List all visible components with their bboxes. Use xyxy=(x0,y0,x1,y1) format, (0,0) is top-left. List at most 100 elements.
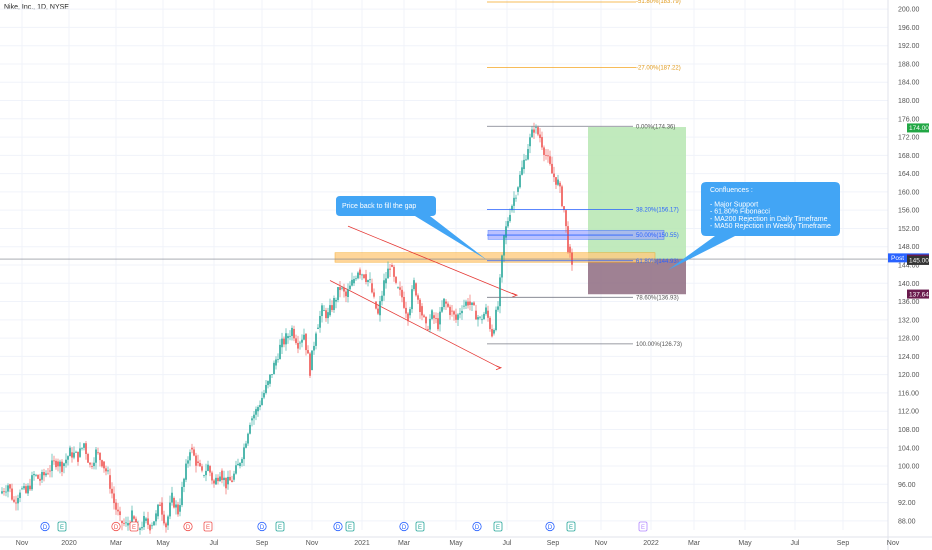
candle-body xyxy=(17,497,19,504)
price-tag-label: 145.00 xyxy=(909,258,929,265)
candle-body xyxy=(59,461,61,467)
price-tag-label: 174.00 xyxy=(909,125,929,132)
candle-body xyxy=(83,443,85,448)
candle-body xyxy=(351,279,353,286)
candle-body xyxy=(283,338,285,345)
candle-body xyxy=(163,514,165,524)
y-tick-label: 104.00 xyxy=(898,445,920,452)
candle-body xyxy=(423,315,425,317)
candle-body xyxy=(247,433,249,444)
candle-body xyxy=(265,385,267,393)
price-tag: 137.64 xyxy=(907,289,929,299)
candle-body xyxy=(13,499,15,502)
candle-body xyxy=(127,523,129,526)
event-marker-e: E xyxy=(203,521,213,532)
candle-body xyxy=(161,502,163,515)
y-tick-label: 196.00 xyxy=(898,25,920,32)
x-tick-label: Sep xyxy=(547,540,560,547)
candle-body xyxy=(313,345,315,351)
candle-body xyxy=(251,418,253,421)
candle-body xyxy=(87,454,89,463)
candle-body xyxy=(291,327,293,336)
candle-body xyxy=(407,313,409,322)
candle-body xyxy=(177,504,179,515)
candle-body xyxy=(371,283,373,293)
candle-body xyxy=(117,509,119,512)
candle-body xyxy=(533,129,535,133)
candle-body xyxy=(555,177,557,185)
fib-levels: -51.80%(183.79) -27.00%(187.22) 0.00%(174.… xyxy=(487,0,682,348)
candle-body xyxy=(517,187,519,192)
candle-body xyxy=(237,463,239,466)
candle-body xyxy=(15,502,17,504)
candle-body xyxy=(525,159,527,161)
candle-body xyxy=(257,407,259,412)
candle-body xyxy=(345,291,347,297)
event-marker-label: D xyxy=(548,525,553,531)
candle-body xyxy=(543,147,545,155)
candle-body xyxy=(61,461,63,472)
candle-body xyxy=(323,310,325,312)
x-tick-label: Jul xyxy=(503,540,512,547)
candle-body xyxy=(225,477,227,489)
stop-zone xyxy=(588,259,686,295)
candle-body xyxy=(379,301,381,316)
event-marker-e: E xyxy=(275,521,285,532)
y-tick-label: 156.00 xyxy=(898,208,920,215)
candle-body xyxy=(145,518,147,521)
candle-body xyxy=(213,480,215,484)
y-tick-label: 108.00 xyxy=(898,427,920,434)
candle-body xyxy=(215,477,217,485)
event-marker-label: E xyxy=(496,525,500,531)
candle-body xyxy=(147,518,149,525)
candle-body xyxy=(301,339,303,343)
candle-body xyxy=(411,289,413,310)
candle-body xyxy=(553,173,555,178)
x-tick-label: May xyxy=(449,540,463,547)
price-tag-label: 137.64 xyxy=(909,291,929,298)
candle-body xyxy=(115,502,117,510)
candle-body xyxy=(229,476,231,481)
candle-body xyxy=(7,485,9,492)
channel-arrow xyxy=(511,292,519,298)
candle-body xyxy=(3,491,5,493)
candle-body xyxy=(239,462,241,467)
candle-body xyxy=(319,316,321,328)
candle-body xyxy=(445,301,447,304)
price-tag-bg xyxy=(907,255,929,265)
candle-body xyxy=(503,235,505,256)
candle-body xyxy=(515,197,517,199)
candle-body xyxy=(253,414,255,419)
candle-body xyxy=(53,460,55,462)
candle-body xyxy=(397,287,399,289)
candle-body xyxy=(139,528,141,530)
candle-body xyxy=(269,374,271,384)
candle-body xyxy=(359,269,361,276)
candle-body xyxy=(393,266,395,277)
candle-body xyxy=(41,472,43,480)
candle-body xyxy=(479,316,481,318)
event-marker-frame xyxy=(472,521,482,532)
candle-body xyxy=(175,504,177,508)
candle-body xyxy=(181,486,183,506)
candle-body xyxy=(481,319,483,321)
candle-body xyxy=(531,129,533,138)
event-marker-label: D xyxy=(475,525,480,531)
y-tick-label: 168.00 xyxy=(898,153,920,160)
candle-body xyxy=(455,314,457,320)
candle-body xyxy=(289,335,291,337)
event-marker-e: E xyxy=(345,521,355,532)
candle-body xyxy=(165,523,167,528)
event-marker-label: E xyxy=(569,525,573,531)
event-marker-frame xyxy=(111,521,121,532)
candle-body xyxy=(25,486,27,493)
candle-body xyxy=(421,306,423,316)
x-tick-label: Nov xyxy=(306,540,319,547)
candle-body xyxy=(27,485,29,494)
gap-callout-bubble xyxy=(336,196,487,260)
candle-body xyxy=(369,279,371,281)
candle-body xyxy=(275,359,277,366)
y-tick-label: 148.00 xyxy=(898,244,920,251)
candle-body xyxy=(309,353,311,376)
